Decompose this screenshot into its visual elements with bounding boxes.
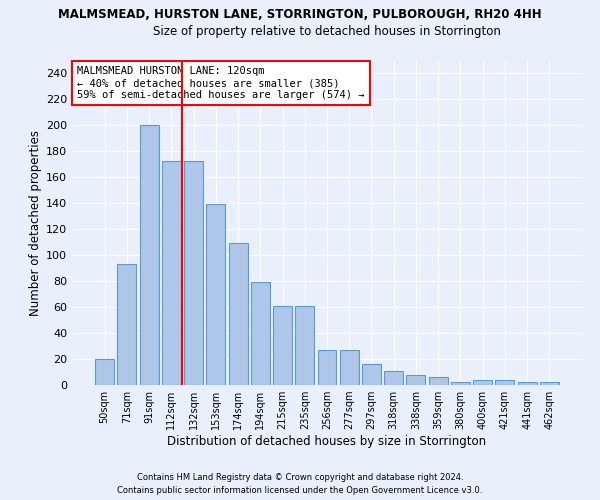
Bar: [429, 377, 448, 385]
Bar: [317, 350, 337, 385]
Text: Contains HM Land Registry data © Crown copyright and database right 2024.
Contai: Contains HM Land Registry data © Crown c…: [118, 474, 482, 495]
Bar: [473, 380, 492, 385]
Y-axis label: Number of detached properties: Number of detached properties: [29, 130, 42, 316]
Bar: [273, 306, 292, 385]
Bar: [140, 125, 158, 385]
Text: MALMSMEAD HURSTON LANE: 120sqm
← 40% of detached houses are smaller (385)
59% of: MALMSMEAD HURSTON LANE: 120sqm ← 40% of …: [77, 66, 365, 100]
Bar: [384, 370, 403, 385]
X-axis label: Distribution of detached houses by size in Storrington: Distribution of detached houses by size …: [167, 435, 487, 448]
Bar: [340, 350, 359, 385]
Bar: [229, 244, 248, 385]
Title: Size of property relative to detached houses in Storrington: Size of property relative to detached ho…: [153, 25, 501, 38]
Bar: [162, 162, 181, 385]
Bar: [451, 382, 470, 385]
Bar: [540, 382, 559, 385]
Bar: [184, 162, 203, 385]
Bar: [362, 364, 381, 385]
Bar: [406, 374, 425, 385]
Text: MALMSMEAD, HURSTON LANE, STORRINGTON, PULBOROUGH, RH20 4HH: MALMSMEAD, HURSTON LANE, STORRINGTON, PU…: [58, 8, 542, 20]
Bar: [518, 382, 536, 385]
Bar: [251, 282, 270, 385]
Bar: [496, 380, 514, 385]
Bar: [95, 359, 114, 385]
Bar: [118, 264, 136, 385]
Bar: [206, 204, 225, 385]
Bar: [295, 306, 314, 385]
